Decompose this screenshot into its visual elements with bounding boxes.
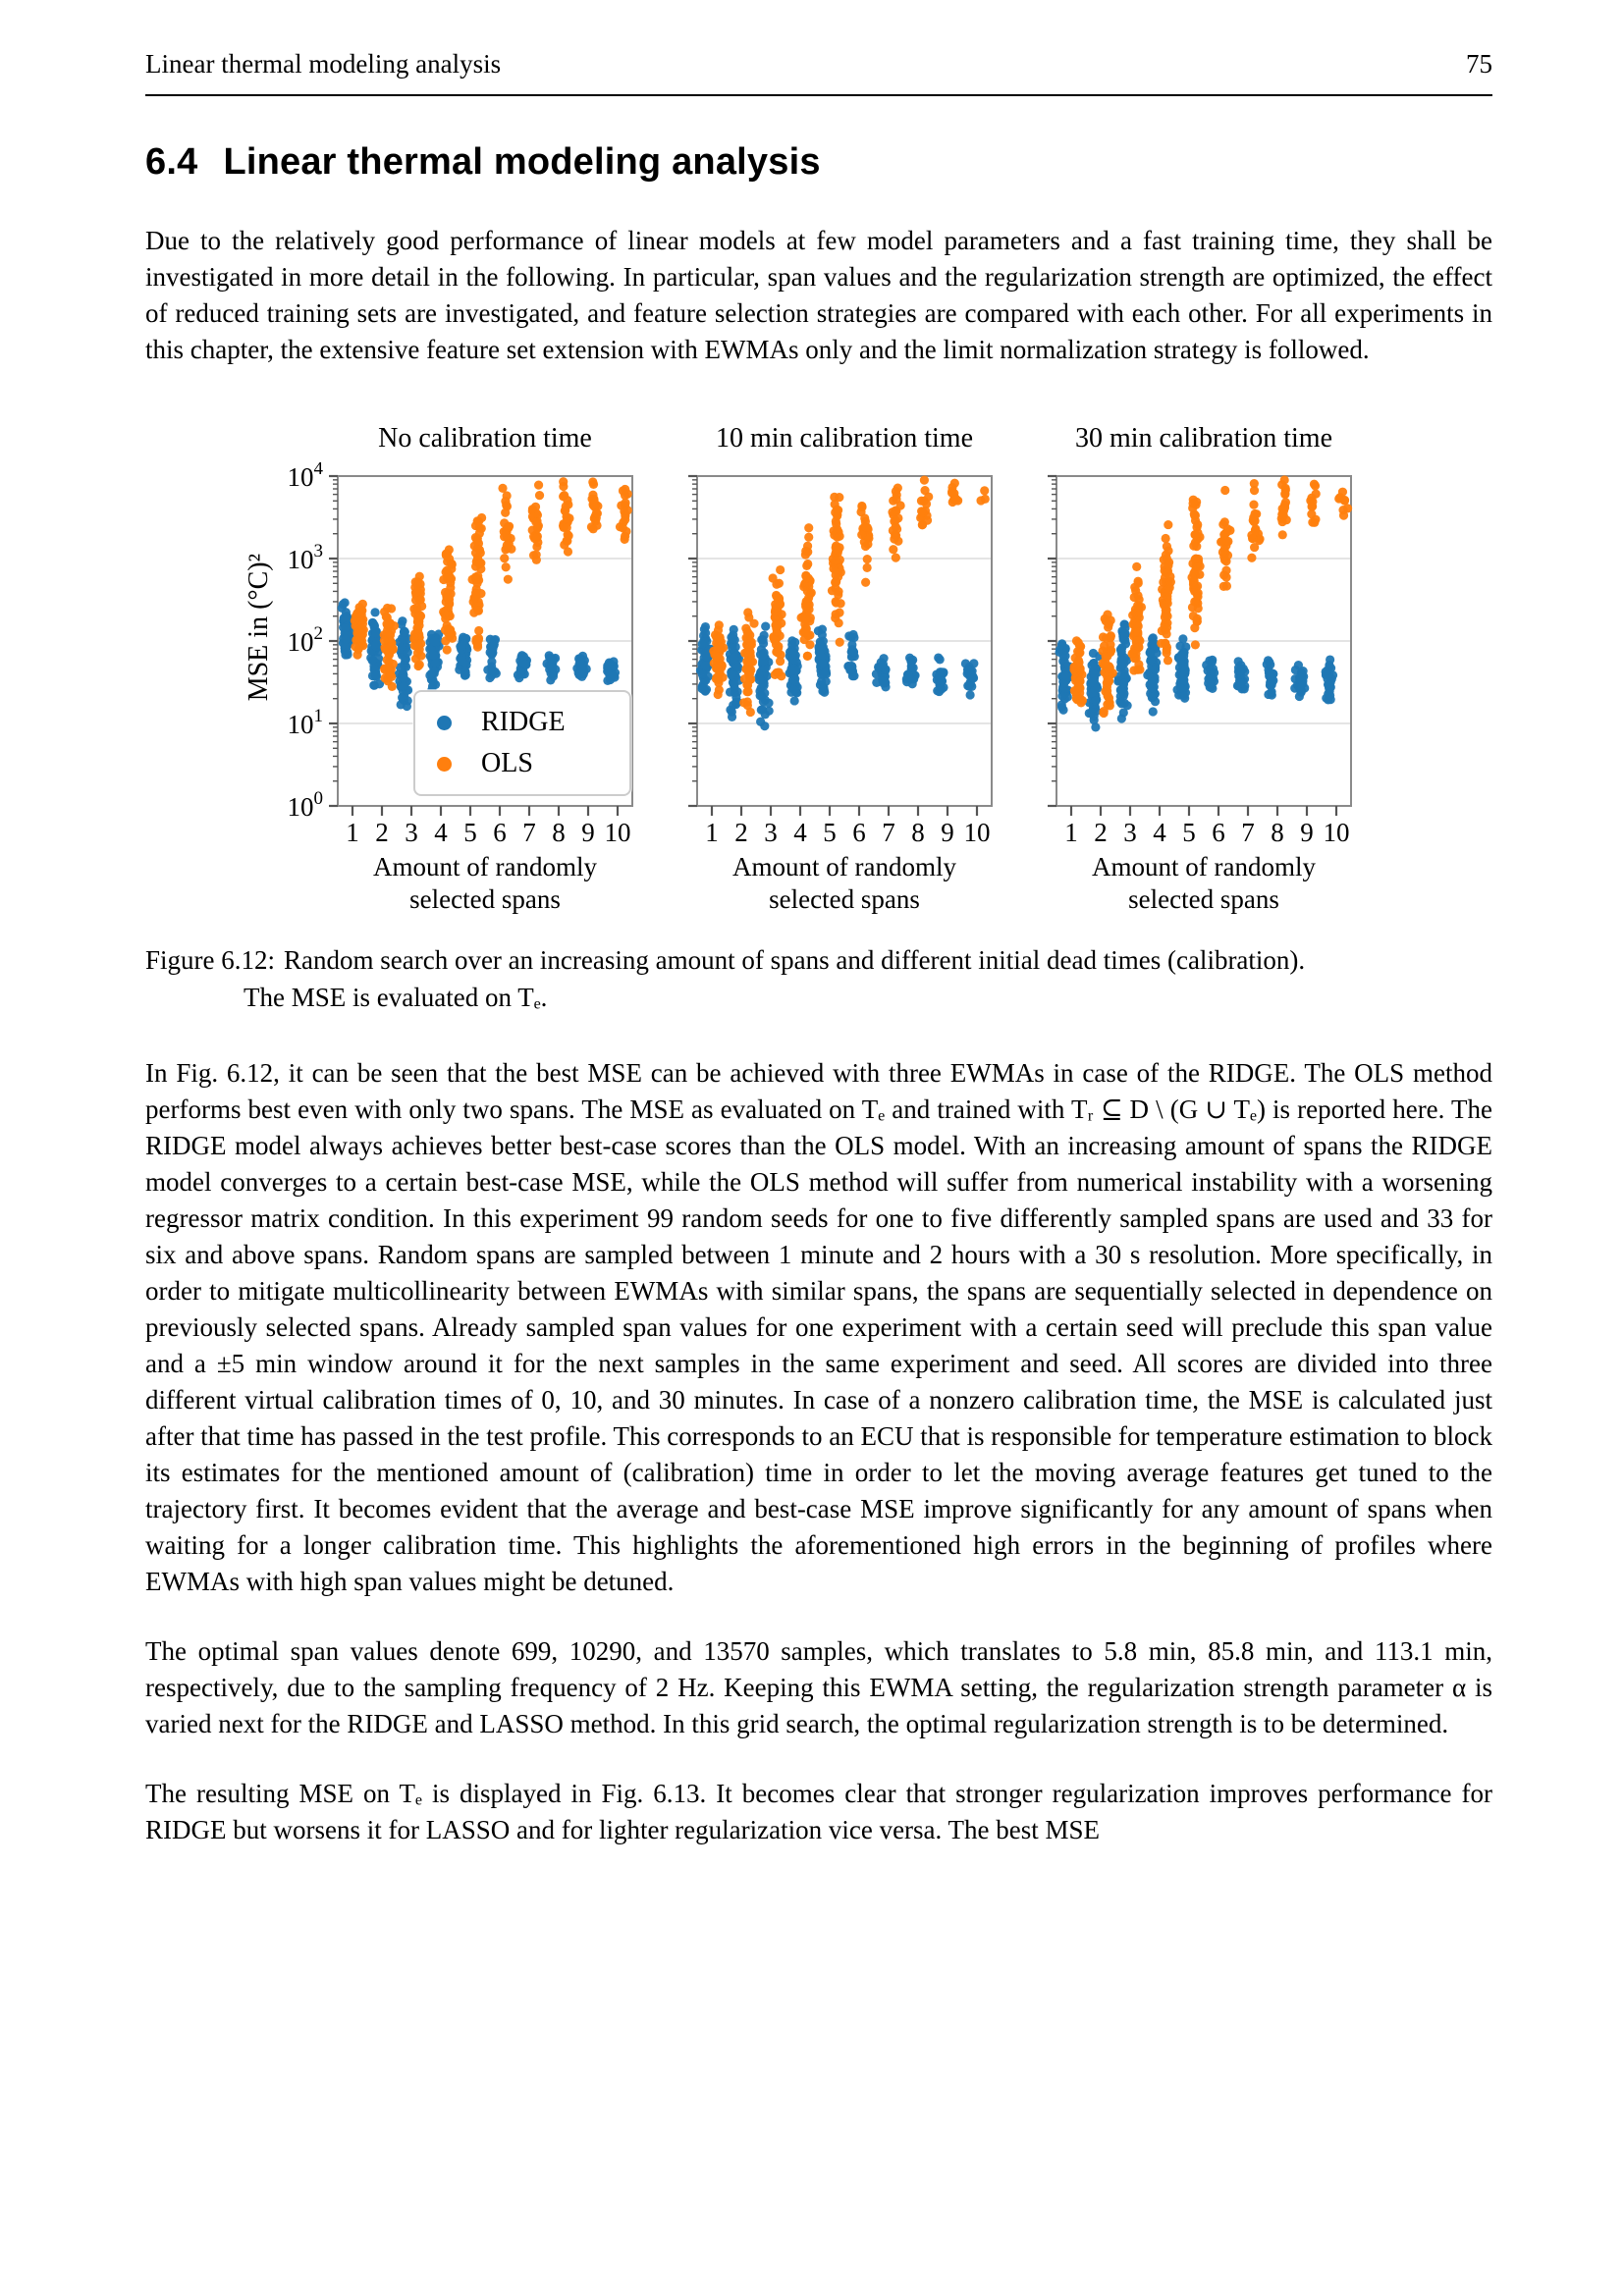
paragraph-discussion: In Fig. 6.12, it can be seen that the be…: [145, 1058, 1492, 1596]
figure-caption-label: Figure 6.12:: [145, 945, 275, 975]
svg-text:2: 2: [1094, 818, 1108, 845]
plot-panel-no-calibration: No calibration time 100 101 102 103 104 1 2 3 4 5…: [277, 423, 634, 916]
svg-text:103: 103: [288, 541, 324, 574]
section-heading: 6.4 Linear thermal modeling analysis: [145, 141, 1492, 184]
page-number: 75: [1466, 49, 1492, 79]
section-number: 6.4: [145, 141, 198, 183]
svg-text:2: 2: [734, 818, 748, 845]
svg-text:10: 10: [605, 818, 631, 845]
svg-text:3: 3: [764, 818, 778, 845]
svg-text:5: 5: [823, 818, 837, 845]
svg-text:3: 3: [405, 818, 418, 845]
paragraph-intro: Due to the relatively good performance o…: [145, 226, 1492, 364]
ridge-marker-icon: [437, 715, 452, 730]
svg-text:7: 7: [882, 818, 895, 845]
svg-text:6: 6: [493, 818, 507, 845]
scatter-plot-30min-calibration: 1 2 3 4 5 6 7 8 9 10: [1048, 474, 1353, 845]
x-axis-label: Amount of randomly selected spans: [373, 852, 597, 914]
legend-label-ridge: RIDGE: [481, 707, 566, 737]
svg-text:8: 8: [911, 818, 925, 845]
section-title: Linear thermal modeling analysis: [223, 141, 821, 183]
svg-text:2: 2: [375, 818, 389, 845]
svg-text:4: 4: [793, 818, 807, 845]
svg-text:8: 8: [1271, 818, 1284, 845]
legend-item-ols: OLS: [437, 743, 612, 784]
figure-plots-row: MSE in (°C)² No calibration time 100 101 1…: [242, 423, 1492, 916]
legend-label-ols: OLS: [481, 748, 533, 778]
svg-text:8: 8: [552, 818, 566, 845]
svg-text:4: 4: [1153, 818, 1166, 845]
svg-text:10: 10: [964, 818, 991, 845]
plot-title: 30 min calibration time: [1074, 423, 1333, 454]
svg-text:7: 7: [1241, 818, 1255, 845]
svg-text:6: 6: [1212, 818, 1225, 845]
svg-text:1: 1: [346, 818, 359, 845]
ols-marker-icon: [437, 756, 452, 772]
plot-title: No calibration time: [378, 423, 592, 454]
svg-text:10: 10: [1324, 818, 1350, 845]
svg-text:5: 5: [1182, 818, 1196, 845]
legend-item-ridge: RIDGE: [437, 702, 612, 743]
y-axis-label: MSE in (°C)²: [244, 553, 274, 702]
x-axis-label: Amount of randomly selected spans: [1092, 852, 1316, 914]
svg-text:1: 1: [1064, 818, 1078, 845]
svg-text:100: 100: [288, 788, 324, 822]
plot-legend: RIDGE OLS: [413, 690, 631, 796]
plot-panel-30min-calibration: 30 min calibration time 1 2 3 4 5 6 7 8 9 10 Amou…: [1045, 423, 1353, 916]
svg-text:9: 9: [581, 818, 595, 845]
svg-text:9: 9: [1300, 818, 1314, 845]
svg-text:102: 102: [288, 623, 324, 657]
x-axis-label: Amount of randomly selected spans: [732, 852, 956, 914]
scatter-plot-10min-calibration: 1 2 3 4 5 6 7 8 9 10: [688, 474, 993, 845]
paragraph-optimal-spans: The optimal span values denote 699, 1029…: [145, 1636, 1492, 1738]
svg-text:3: 3: [1123, 818, 1137, 845]
svg-text:6: 6: [852, 818, 866, 845]
svg-text:4: 4: [434, 818, 448, 845]
figure-caption: Figure 6.12: Random search over an increa…: [145, 941, 1492, 1016]
running-header: Linear thermal modeling analysis 75: [145, 49, 1492, 96]
scatter-plot-no-calibration: 100 101 102 103 104 1 2 3 4 5 6 7 8 9 10: [288, 462, 633, 845]
svg-text:101: 101: [288, 706, 324, 739]
plot-title: 10 min calibration time: [715, 423, 974, 454]
figure-6-12: MSE in (°C)² No calibration time 100 101 1…: [145, 423, 1492, 1016]
svg-text:9: 9: [941, 818, 954, 845]
plot-panel-10min-calibration: 10 min calibration time 1 2 3 4 5 6 7 8 9 10 Amou…: [685, 423, 994, 916]
running-header-title: Linear thermal modeling analysis: [145, 49, 502, 79]
paragraph-resulting-mse: The resulting MSE on Tₑ is displayed in …: [145, 1779, 1492, 1844]
svg-text:5: 5: [463, 818, 477, 845]
figure-caption-line2: The MSE is evaluated on Tₑ.: [244, 983, 548, 1012]
svg-text:104: 104: [288, 462, 324, 492]
svg-text:1: 1: [705, 818, 719, 845]
figure-caption-text: Random search over an increasing amount …: [284, 945, 1306, 975]
svg-text:7: 7: [522, 818, 536, 845]
